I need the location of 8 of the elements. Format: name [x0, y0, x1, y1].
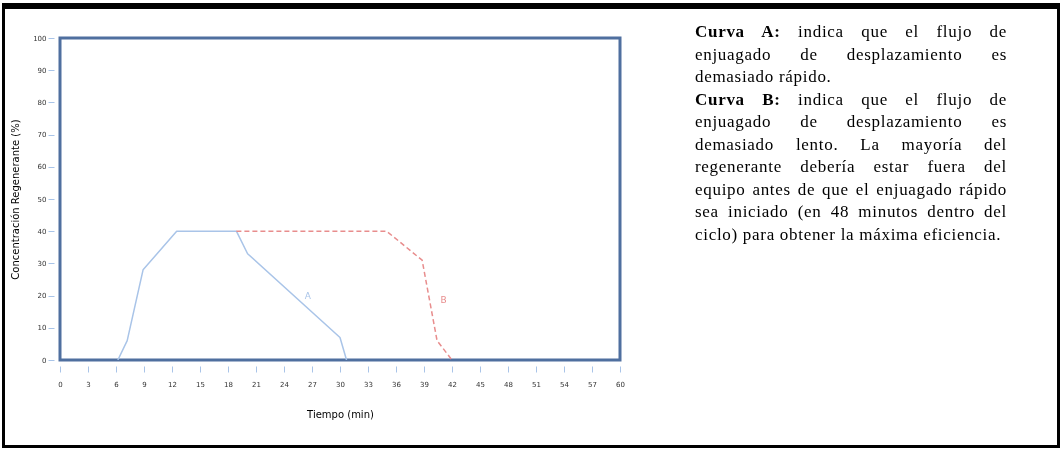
- text: Curva A: indica que el flujo de enjuagado de desplazamiento es demasiado rápido.: [695, 21, 1007, 88]
- line-series: [235, 230, 453, 360]
- series-label: B: [440, 295, 447, 306]
- y-axis-title: Concentración Regenerante (%): [10, 119, 22, 280]
- x-axis-title: Tiempo (min): [306, 408, 374, 420]
- line-series: [117, 230, 348, 360]
- series-label: A: [304, 290, 312, 301]
- text: Curva B: indica que el flujo de enjuagado de desplazamiento es demasiado lento. La mayoría del regenerante debería estar fuera del equipo antes de que el enjuagado rápido sea iniciado (en 48 minutos dentro del ciclo) para obtener la máxima eficiencia.: [695, 88, 1007, 246]
